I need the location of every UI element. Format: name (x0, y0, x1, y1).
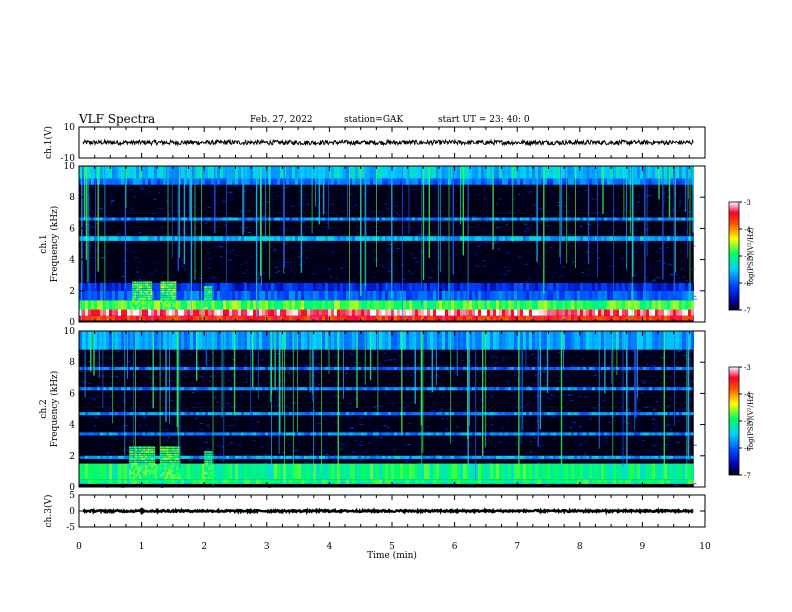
colorbar-tick-label: -7 (744, 307, 751, 315)
colorbar-label: log(PSD)(V²/Hz) (747, 392, 755, 449)
sferic-lines (78, 331, 690, 486)
y-axis-label: Frequency (kHz) (49, 206, 60, 283)
y-tick-label: 8 (69, 193, 75, 203)
y-tick-label: 4 (69, 256, 75, 266)
spectral-band (79, 366, 694, 370)
panel-frame (78, 330, 706, 488)
x-tick-label: 3 (264, 542, 270, 552)
waveform-line (82, 138, 694, 147)
x-tick-label: 0 (76, 542, 82, 552)
colorbar-label: log(PSD)(V²/Hz) (747, 227, 755, 284)
colorbar-tick-label: -6 (744, 445, 751, 453)
y-tick-label: -5 (66, 523, 75, 533)
spectral-burst (129, 446, 156, 479)
waveform-line (82, 506, 694, 516)
colorbar-tick-label: -5 (744, 253, 751, 261)
spectral-band (79, 479, 694, 484)
x-tick-label: 1 (139, 542, 145, 552)
y-axis-label: ch.3(V) (43, 495, 54, 528)
spectral-band (79, 300, 694, 310)
y-axis-label: ch.1(V) (43, 126, 54, 159)
y-tick-label: 6 (69, 389, 75, 399)
spectral-band (79, 432, 694, 436)
x-tick-label: 9 (640, 542, 646, 552)
x-tick-label: 4 (327, 542, 333, 552)
title: VLF Spectra (79, 112, 156, 126)
y-tick-label: 8 (69, 358, 75, 368)
y-tick-label: 10 (64, 162, 76, 172)
x-tick-label: 10 (699, 542, 711, 552)
x-tick-label: 5 (389, 542, 395, 552)
y-tick-label: 4 (69, 421, 75, 431)
y-axis-label: ch.1 (39, 234, 49, 253)
panel-frame (78, 494, 706, 528)
colorbar-tick-label: -3 (744, 364, 751, 372)
colorbar-scale (728, 366, 740, 476)
station-label: station=GAK (344, 115, 404, 125)
spectral-band (79, 217, 694, 221)
ch1-waveform-panel: 10 -10 ch.1(V) (43, 123, 706, 164)
x-tick-label: 8 (577, 542, 583, 552)
y-axis-label: Frequency (kHz) (49, 371, 60, 448)
x-tick-label: 7 (514, 542, 520, 552)
y-tick-label: 10 (64, 123, 76, 133)
panel-frame (78, 126, 706, 159)
spectral-burst (160, 446, 181, 479)
colorbar-tick-label: -4 (744, 226, 751, 234)
y-tick-label: 2 (69, 452, 75, 462)
spectral-band (79, 331, 694, 350)
date-label: Feb. 27, 2022 (250, 115, 313, 125)
spectral-band (79, 166, 694, 179)
colorbar-tick-label: -4 (744, 391, 751, 399)
start-time-label: start UT = 23: 40: 0 (438, 115, 530, 125)
y-tick-label: 0 (69, 318, 75, 328)
y-tick-label: 5 (69, 491, 75, 501)
spectral-band (79, 236, 694, 241)
ch2-spectrogram-panel: 0 2 4 6 8 10 ch.2 Frequency (kHz) (39, 327, 706, 493)
sferic-lines (81, 166, 694, 321)
ch1-spectrogram-panel: 0 2 4 6 8 10 ch.1 Frequency (kHz) (39, 162, 706, 328)
y-tick-label: 0 (69, 507, 75, 517)
y-tick-label: 6 (69, 224, 75, 234)
y-tick-label: 2 (69, 287, 75, 297)
ch2-colorbar: -3 -4 -5 -6 -7 log(PSD)(V²/Hz) (728, 364, 755, 480)
y-tick-label: 0 (69, 483, 75, 493)
spectral-burst (204, 451, 213, 479)
colorbar-tick-label: -5 (744, 418, 751, 426)
spectral-band (79, 412, 694, 416)
spectral-burst (204, 286, 213, 310)
spectral-burst (132, 281, 153, 310)
spectral-band (79, 387, 694, 391)
spectral-band (79, 315, 694, 321)
colorbar-scale (728, 201, 740, 311)
x-axis-label: Time (min) (367, 550, 417, 561)
y-tick-label: -10 (61, 154, 76, 164)
x-tick-label: 6 (452, 542, 458, 552)
colorbar-tick-label: -7 (744, 472, 751, 480)
colorbar-tick-label: -3 (744, 199, 751, 207)
y-tick-label: 10 (64, 327, 76, 337)
x-tick-label: 2 (201, 542, 207, 552)
colorbar-tick-label: -6 (744, 280, 751, 288)
spectral-band (79, 178, 694, 185)
spectral-band (79, 309, 694, 316)
y-axis-label: ch.2 (39, 399, 49, 418)
ch1-colorbar: -3 -4 -5 -6 -7 log(PSD)(V²/Hz) (728, 199, 755, 315)
spectral-burst (160, 281, 177, 310)
panel-frame (78, 165, 706, 323)
